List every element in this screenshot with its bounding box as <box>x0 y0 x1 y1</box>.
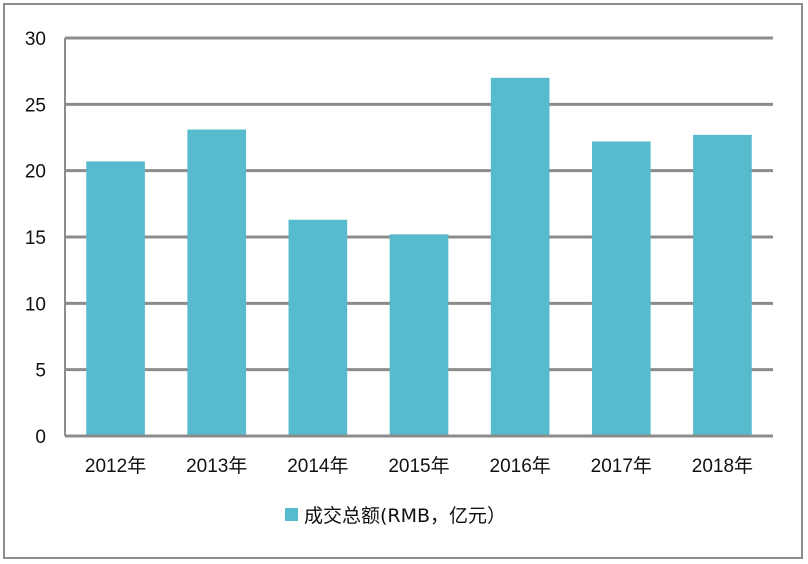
bar <box>187 129 247 437</box>
y-tick-label: 20 <box>25 162 46 183</box>
y-tick-label: 15 <box>25 228 46 249</box>
x-tick-label: 2014年 <box>287 455 348 477</box>
y-axis-ticks: 0 5 10 15 20 25 30 <box>25 29 46 448</box>
y-tick-label: 5 <box>35 361 46 382</box>
x-tick-label: 2016年 <box>490 455 551 477</box>
bar <box>389 234 449 436</box>
x-tick-label: 2018年 <box>692 455 753 477</box>
x-axis-ticks: 2012年 2013年 2014年 2015年 2016年 2017年 2018年 <box>85 455 753 477</box>
x-tick-label: 2017年 <box>591 455 652 477</box>
bar <box>591 141 651 437</box>
x-tick-label: 2015年 <box>388 455 449 477</box>
y-tick-label: 0 <box>35 427 46 448</box>
y-tick-label: 25 <box>25 95 46 116</box>
y-tick-label: 30 <box>25 29 46 50</box>
bar <box>693 134 752 436</box>
gridlines <box>65 36 773 372</box>
y-tick-label: 10 <box>25 294 46 315</box>
legend-label: 成交总额(RMB，亿元） <box>304 505 506 527</box>
bar <box>86 161 145 436</box>
bar <box>490 77 550 437</box>
x-tick-label: 2013年 <box>186 455 247 477</box>
legend: 成交总额(RMB，亿元） <box>285 505 506 527</box>
bar <box>288 219 348 436</box>
legend-swatch <box>285 508 298 521</box>
bars <box>86 77 752 437</box>
x-tick-label: 2012年 <box>85 455 146 477</box>
